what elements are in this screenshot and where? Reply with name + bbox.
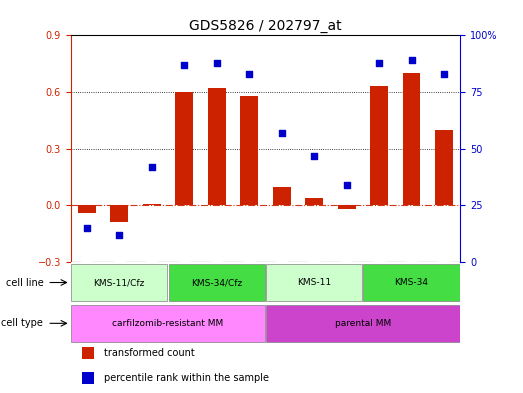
Text: GSM1692595: GSM1692595 bbox=[342, 262, 351, 313]
Text: GSM1692587: GSM1692587 bbox=[82, 262, 92, 313]
Bar bbox=[272, 187, 291, 206]
Bar bbox=[208, 88, 225, 206]
Point bbox=[343, 182, 351, 188]
Text: GSM1692588: GSM1692588 bbox=[115, 262, 124, 313]
Text: GSM1692594: GSM1692594 bbox=[310, 262, 319, 313]
Text: GSM1692598: GSM1692598 bbox=[439, 262, 449, 313]
Text: cell type: cell type bbox=[2, 318, 43, 328]
Point bbox=[407, 57, 416, 63]
Bar bbox=[338, 206, 356, 209]
Bar bbox=[266, 305, 460, 342]
Text: GSM1692596: GSM1692596 bbox=[374, 262, 383, 313]
Text: KMS-34/Cfz: KMS-34/Cfz bbox=[191, 278, 242, 287]
Text: GSM1692591: GSM1692591 bbox=[212, 262, 221, 313]
Point bbox=[180, 62, 188, 68]
Text: carfilzomib-resistant MM: carfilzomib-resistant MM bbox=[112, 319, 224, 328]
Point bbox=[147, 164, 156, 170]
Text: KMS-11: KMS-11 bbox=[297, 278, 331, 287]
Bar bbox=[71, 305, 265, 342]
Bar bbox=[143, 204, 161, 206]
Bar bbox=[82, 347, 94, 359]
Text: KMS-34: KMS-34 bbox=[394, 278, 428, 287]
Text: percentile rank within the sample: percentile rank within the sample bbox=[104, 373, 269, 383]
Bar bbox=[370, 86, 388, 206]
Text: GSM1692590: GSM1692590 bbox=[180, 262, 189, 313]
Bar bbox=[71, 264, 167, 301]
Bar bbox=[266, 264, 362, 301]
Bar bbox=[110, 206, 128, 222]
Text: GSM1692589: GSM1692589 bbox=[147, 262, 156, 313]
Point bbox=[440, 71, 448, 77]
Point bbox=[83, 225, 91, 231]
Bar bbox=[363, 264, 460, 301]
Text: cell line: cell line bbox=[6, 277, 43, 288]
Text: GSM1692593: GSM1692593 bbox=[277, 262, 286, 313]
Point bbox=[310, 152, 319, 159]
Bar bbox=[82, 372, 94, 384]
Text: transformed count: transformed count bbox=[104, 348, 195, 358]
Text: GSM1692592: GSM1692592 bbox=[245, 262, 254, 313]
Text: parental MM: parental MM bbox=[335, 319, 391, 328]
Title: GDS5826 / 202797_at: GDS5826 / 202797_at bbox=[189, 19, 342, 33]
Point bbox=[115, 232, 123, 238]
Point bbox=[245, 71, 253, 77]
Point bbox=[212, 59, 221, 66]
Bar bbox=[240, 96, 258, 206]
Text: KMS-11/Cfz: KMS-11/Cfz bbox=[94, 278, 145, 287]
Text: GSM1692597: GSM1692597 bbox=[407, 262, 416, 313]
Bar bbox=[175, 92, 193, 206]
Bar bbox=[168, 264, 265, 301]
Point bbox=[278, 130, 286, 136]
Bar bbox=[403, 73, 420, 206]
Point bbox=[375, 59, 383, 66]
Bar bbox=[78, 206, 96, 213]
Bar bbox=[305, 198, 323, 206]
Bar bbox=[435, 130, 453, 206]
